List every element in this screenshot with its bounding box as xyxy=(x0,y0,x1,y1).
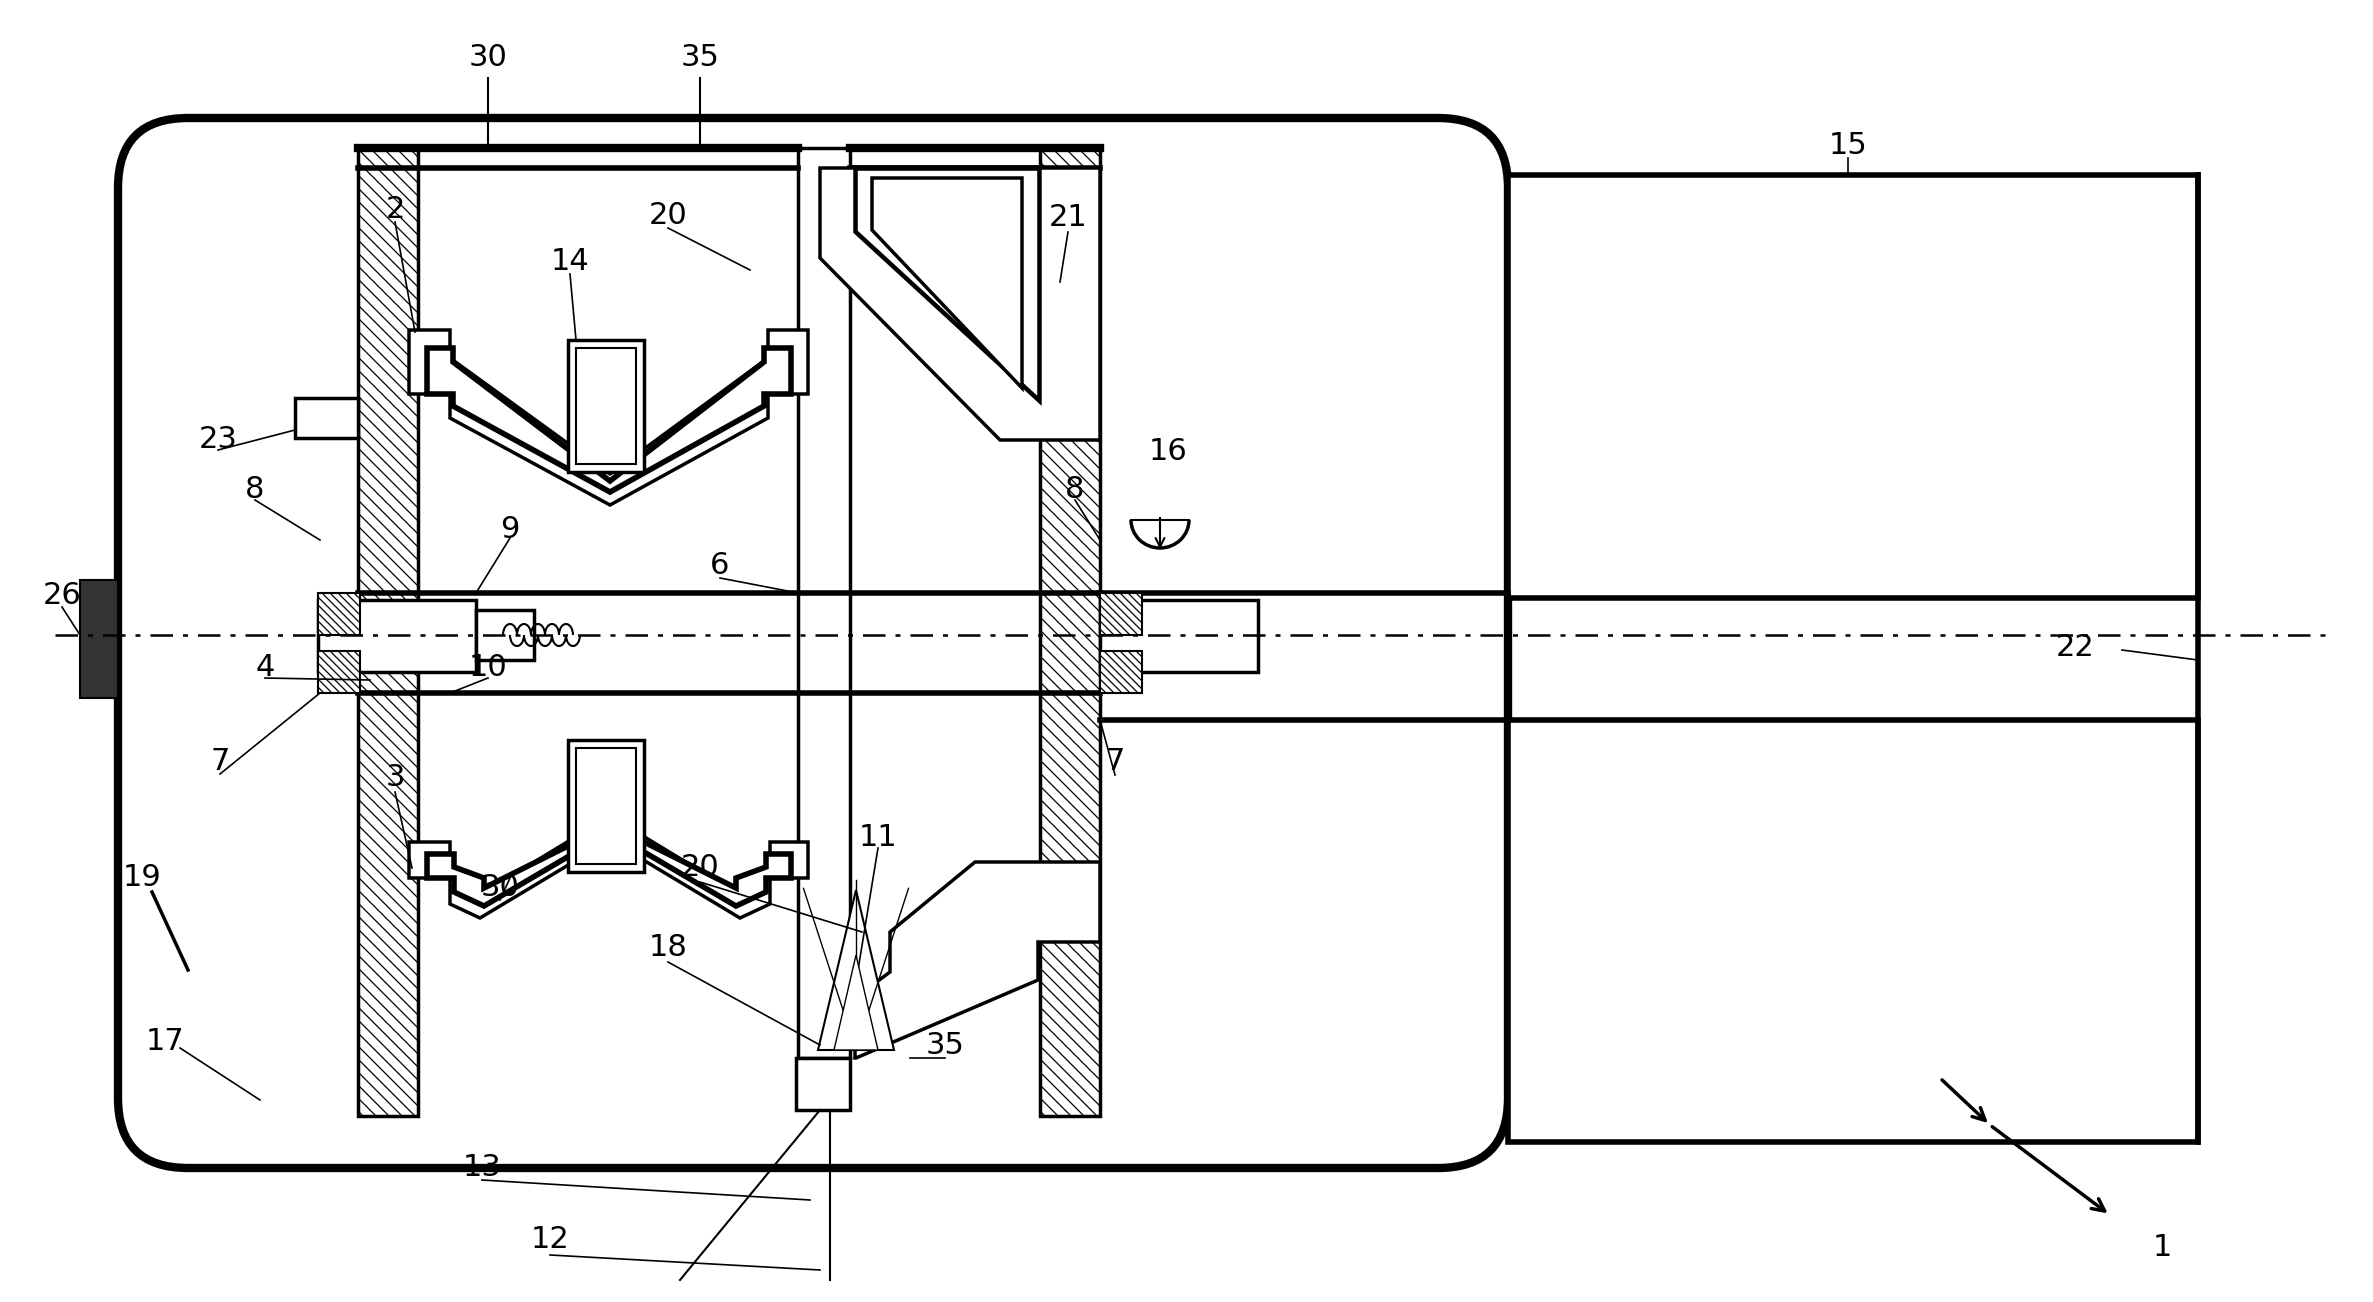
Bar xyxy=(358,148,418,1116)
Text: 4: 4 xyxy=(256,654,275,682)
Bar xyxy=(797,148,850,1059)
Polygon shape xyxy=(854,862,1101,1059)
Bar xyxy=(1101,651,1141,693)
Text: 1: 1 xyxy=(2152,1233,2171,1263)
Bar xyxy=(358,148,418,1116)
Bar xyxy=(577,749,636,865)
Bar xyxy=(477,611,534,660)
Text: 30: 30 xyxy=(482,874,520,902)
Bar xyxy=(318,592,361,635)
Bar xyxy=(1101,600,1258,672)
Bar xyxy=(1101,592,1141,635)
Bar xyxy=(567,340,643,473)
Text: 20: 20 xyxy=(648,201,688,229)
Bar xyxy=(318,600,477,672)
Text: 12: 12 xyxy=(532,1225,570,1255)
Polygon shape xyxy=(294,398,358,437)
Text: 18: 18 xyxy=(648,934,688,962)
Bar xyxy=(81,579,119,698)
Polygon shape xyxy=(408,816,807,918)
Bar xyxy=(1101,651,1141,693)
Bar xyxy=(318,651,361,693)
Text: 22: 22 xyxy=(2055,634,2095,663)
Text: 2: 2 xyxy=(384,195,406,224)
Bar xyxy=(577,348,636,464)
Text: 21: 21 xyxy=(1049,203,1087,233)
Bar xyxy=(1101,592,1141,635)
Polygon shape xyxy=(427,348,790,492)
Text: 10: 10 xyxy=(467,654,508,682)
Text: 26: 26 xyxy=(43,581,81,609)
Polygon shape xyxy=(854,168,1039,402)
Polygon shape xyxy=(871,178,1023,388)
Bar xyxy=(318,651,361,693)
Polygon shape xyxy=(819,891,895,1049)
Text: 15: 15 xyxy=(1830,130,1868,160)
Bar xyxy=(1039,148,1101,1116)
FancyBboxPatch shape xyxy=(119,118,1507,1168)
Text: 30: 30 xyxy=(467,43,508,73)
Text: 13: 13 xyxy=(463,1154,501,1182)
Polygon shape xyxy=(427,825,790,906)
Text: 35: 35 xyxy=(925,1030,963,1060)
Text: 9: 9 xyxy=(501,516,520,544)
Polygon shape xyxy=(821,168,1101,440)
Text: 16: 16 xyxy=(1149,437,1186,466)
Text: 17: 17 xyxy=(145,1027,185,1056)
Bar xyxy=(1039,148,1101,1116)
Bar xyxy=(567,740,643,872)
Text: 35: 35 xyxy=(681,43,719,73)
Text: 7: 7 xyxy=(1106,747,1125,776)
Bar xyxy=(1507,720,2197,1142)
Text: 20: 20 xyxy=(681,854,719,883)
Text: 6: 6 xyxy=(710,551,729,579)
Text: 7: 7 xyxy=(211,747,230,776)
Bar xyxy=(795,1059,850,1111)
Text: 23: 23 xyxy=(199,426,237,454)
Text: 14: 14 xyxy=(551,247,589,276)
Text: 3: 3 xyxy=(384,763,406,793)
Bar xyxy=(1507,174,2197,598)
Text: 8: 8 xyxy=(244,475,266,504)
Polygon shape xyxy=(408,329,807,505)
Text: 11: 11 xyxy=(859,823,897,853)
Text: 19: 19 xyxy=(123,863,161,892)
Bar xyxy=(318,592,361,635)
Text: 8: 8 xyxy=(1065,475,1084,504)
Polygon shape xyxy=(833,954,878,1049)
